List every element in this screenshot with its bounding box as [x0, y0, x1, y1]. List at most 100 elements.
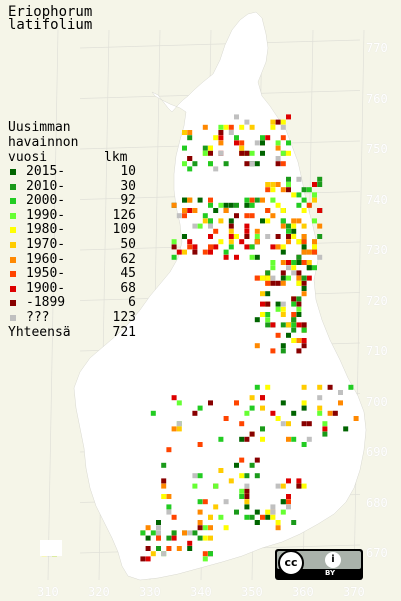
observation-square [150, 530, 156, 536]
observation-square [291, 265, 297, 271]
observation-square [228, 244, 234, 250]
observation-square [275, 520, 281, 525]
observation-square [317, 234, 323, 239]
observation-square [239, 140, 245, 146]
observation-square [275, 306, 281, 312]
observation-square [291, 192, 297, 198]
observation-square [213, 135, 219, 141]
observation-square [317, 395, 323, 401]
y-tick-label: 680 [366, 495, 388, 510]
observation-square [202, 556, 208, 562]
observation-square [140, 556, 146, 562]
observation-square [275, 202, 281, 208]
observation-square [244, 228, 250, 234]
observation-square [156, 520, 161, 525]
observation-square [176, 421, 182, 427]
observation-square [270, 280, 276, 286]
observation-square [171, 395, 177, 401]
observation-square [234, 135, 239, 141]
observation-square [260, 312, 265, 317]
observation-square [260, 514, 265, 520]
observation-square [322, 431, 328, 437]
observation-square [280, 509, 286, 515]
observation-square [228, 239, 234, 245]
legend-row: 2015- 10 [8, 164, 136, 180]
aland-land [40, 540, 62, 556]
observation-square [234, 400, 239, 406]
observation-square [317, 254, 323, 260]
legend-swatch [10, 198, 16, 205]
observation-square [265, 275, 271, 281]
observation-square [280, 218, 286, 224]
observation-square [223, 249, 229, 255]
observation-square [244, 488, 250, 494]
observation-square [249, 197, 255, 203]
observation-square [244, 223, 250, 229]
observation-square [171, 254, 177, 260]
observation-square [286, 436, 291, 442]
cc-by-license-badge[interactable]: cc i BY [275, 549, 363, 580]
observation-square [265, 312, 271, 317]
legend-count: 45 [120, 266, 136, 282]
observation-square [161, 462, 167, 468]
observation-square [296, 301, 302, 307]
observation-square [265, 218, 271, 224]
legend-header-line1: Uusimman [8, 120, 71, 135]
observation-square [265, 291, 271, 297]
observation-square [234, 254, 239, 260]
legend-total-count: 721 [112, 324, 136, 340]
observation-square [197, 223, 203, 229]
legend-total-label: Yhteensä [8, 324, 71, 340]
observation-square [228, 218, 234, 224]
observation-square [301, 442, 307, 447]
observation-square [202, 145, 208, 151]
observation-square [286, 504, 291, 510]
observation-square [280, 260, 286, 265]
legend-count: 10 [120, 164, 136, 179]
observation-square [234, 509, 239, 515]
observation-square [280, 135, 286, 141]
observation-square [192, 244, 198, 250]
observation-square [296, 270, 302, 276]
observation-square [228, 234, 234, 239]
observation-square [254, 317, 260, 323]
observation-square [176, 213, 182, 219]
observation-square [244, 161, 250, 167]
observation-square [296, 192, 302, 198]
legend-total-row: Yhteensä 721 [8, 324, 136, 341]
y-tick-label: 690 [366, 445, 388, 459]
observation-square [182, 208, 187, 213]
observation-square [244, 483, 250, 489]
observation-square [280, 124, 286, 130]
observation-square [270, 244, 276, 250]
observation-square [280, 275, 286, 281]
observation-square [239, 145, 245, 151]
y-tick-label: 710 [366, 344, 388, 358]
observation-square [322, 421, 328, 427]
observation-square [260, 426, 265, 432]
observation-square [202, 213, 208, 219]
legend-swatch [10, 212, 16, 219]
observation-square [228, 228, 234, 234]
observation-square [187, 244, 193, 250]
observation-square [286, 499, 291, 505]
observation-square [218, 135, 224, 141]
observation-square [265, 509, 271, 515]
observation-square [254, 473, 260, 479]
observation-square [317, 208, 323, 213]
grid-line [353, 29, 365, 581]
observation-square [296, 306, 302, 312]
legend-row: -1899 6 [8, 296, 136, 311]
observation-square [296, 348, 302, 354]
observation-square [208, 244, 213, 250]
observation-square [161, 478, 167, 484]
observation-square [197, 520, 203, 525]
observation-square [296, 260, 302, 265]
observation-square [166, 504, 172, 510]
legend-year-label: 1980- [26, 222, 66, 238]
observation-square [218, 140, 224, 146]
observation-square [286, 234, 291, 239]
observation-square [254, 520, 260, 525]
